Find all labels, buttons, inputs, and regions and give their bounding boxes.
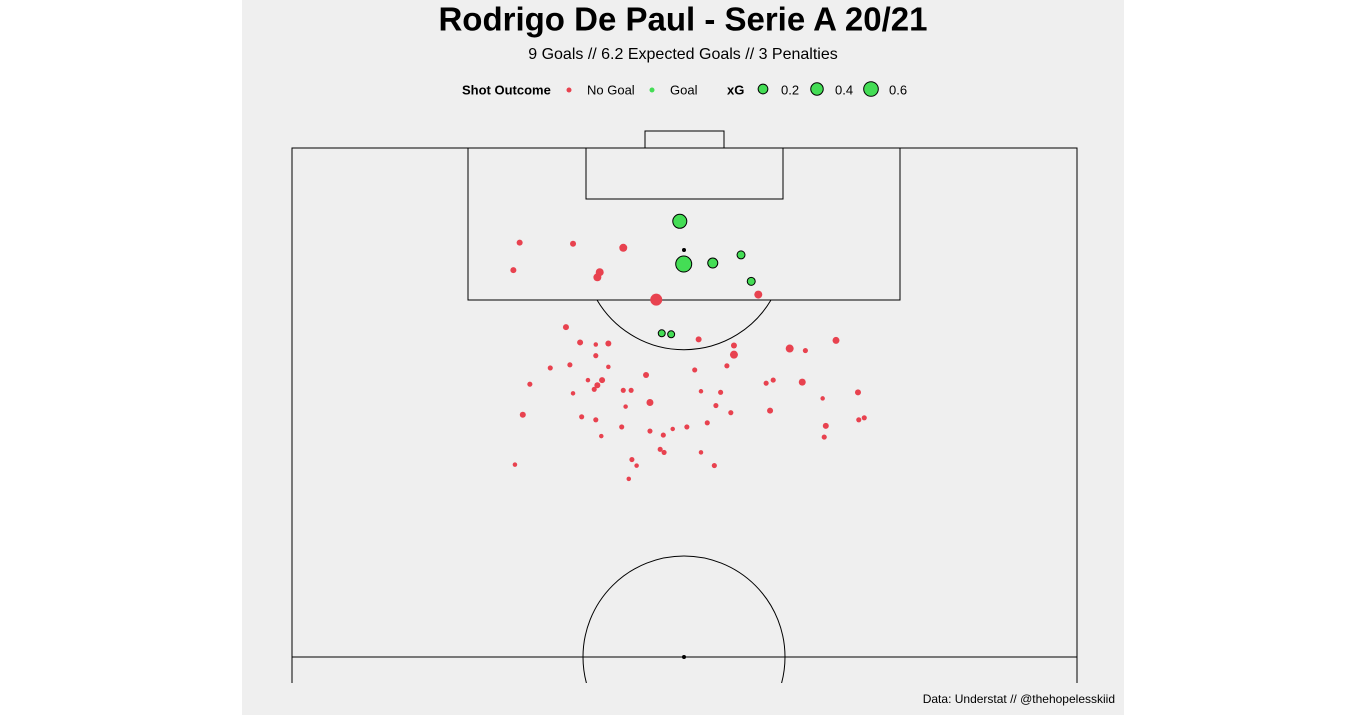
shot xyxy=(692,367,698,373)
penalty-spot xyxy=(682,248,686,252)
legend-swatch xyxy=(566,87,572,93)
chart-title: Rodrigo De Paul - Serie A 20/21 xyxy=(438,1,927,38)
shot xyxy=(647,428,653,434)
shot xyxy=(619,243,628,252)
size-legend-swatch xyxy=(757,83,769,95)
shot xyxy=(510,267,517,274)
goal-shot xyxy=(736,250,746,260)
shot xyxy=(728,410,734,416)
shot xyxy=(798,378,806,386)
shot xyxy=(547,365,553,371)
shot xyxy=(626,476,632,482)
shot xyxy=(585,377,591,383)
shot xyxy=(623,404,628,409)
shot xyxy=(606,364,611,370)
size-legend-swatch xyxy=(863,81,879,97)
shot xyxy=(767,407,774,414)
pitch xyxy=(291,130,1078,683)
shot xyxy=(785,344,794,353)
legend-label: Goal xyxy=(670,82,698,97)
shot xyxy=(711,463,717,469)
shot xyxy=(704,420,710,426)
goal-shot xyxy=(672,213,688,229)
shot xyxy=(822,422,829,429)
shot xyxy=(643,372,650,379)
shot xyxy=(820,396,825,401)
shot xyxy=(599,377,606,384)
shot xyxy=(512,462,518,467)
caption: Data: Understat // @thehopelesskiid xyxy=(923,692,1115,706)
chart-subtitle: 9 Goals // 6.2 Expected Goals // 3 Penal… xyxy=(528,46,838,63)
shot xyxy=(570,391,576,396)
size-legend-swatch xyxy=(810,82,824,96)
shot xyxy=(620,387,626,393)
shot xyxy=(567,362,573,368)
shot xyxy=(718,389,724,395)
shot xyxy=(519,411,526,418)
panel xyxy=(242,0,1124,715)
shot xyxy=(593,417,599,423)
size-legend-label: 0.6 xyxy=(889,82,907,97)
shot xyxy=(657,446,663,452)
shot xyxy=(763,380,769,386)
shot xyxy=(629,456,635,463)
shot xyxy=(713,402,719,409)
goal-shot xyxy=(707,257,719,269)
shot xyxy=(802,348,808,354)
shot xyxy=(861,415,867,421)
shot xyxy=(660,432,666,438)
shot xyxy=(593,342,599,347)
shot xyxy=(695,336,702,343)
goal xyxy=(644,130,725,149)
shot xyxy=(593,353,599,359)
shot xyxy=(661,449,667,455)
size-legend-label: 0.4 xyxy=(835,82,853,97)
shot xyxy=(605,340,612,347)
shot xyxy=(619,424,625,430)
shot xyxy=(562,324,569,331)
goal-shot xyxy=(657,329,666,338)
shot xyxy=(579,414,585,420)
shot xyxy=(854,389,861,396)
shot xyxy=(754,290,763,299)
shot xyxy=(577,339,584,346)
penalty-arc xyxy=(596,299,772,351)
shot xyxy=(516,239,523,246)
shot xyxy=(770,377,776,383)
shot xyxy=(724,363,730,369)
legend-label: No Goal xyxy=(587,82,635,97)
centre-spot xyxy=(682,655,686,659)
shot xyxy=(646,399,654,406)
shot xyxy=(684,424,690,430)
shot xyxy=(856,417,862,423)
size-legend-label: 0.2 xyxy=(781,82,799,97)
shot xyxy=(593,273,602,282)
shot xyxy=(698,450,704,455)
goal-shot xyxy=(667,330,676,339)
shot xyxy=(729,350,738,359)
shot xyxy=(670,426,675,432)
shot xyxy=(570,240,577,247)
shot xyxy=(527,381,533,387)
size-legend-title: xG xyxy=(727,82,744,97)
shot xyxy=(698,389,704,394)
shot xyxy=(730,342,737,349)
shot xyxy=(650,293,663,306)
goal-shot xyxy=(746,276,756,286)
shot xyxy=(594,382,601,389)
shot xyxy=(821,434,827,440)
shot xyxy=(832,336,840,344)
legend-title: Shot Outcome xyxy=(462,82,551,97)
shot xyxy=(599,433,604,439)
shot xyxy=(628,387,634,393)
centre-circle xyxy=(582,555,786,683)
legend-swatch xyxy=(649,87,655,93)
shot xyxy=(591,386,597,392)
goal-shot xyxy=(675,255,693,273)
shot xyxy=(634,463,639,468)
